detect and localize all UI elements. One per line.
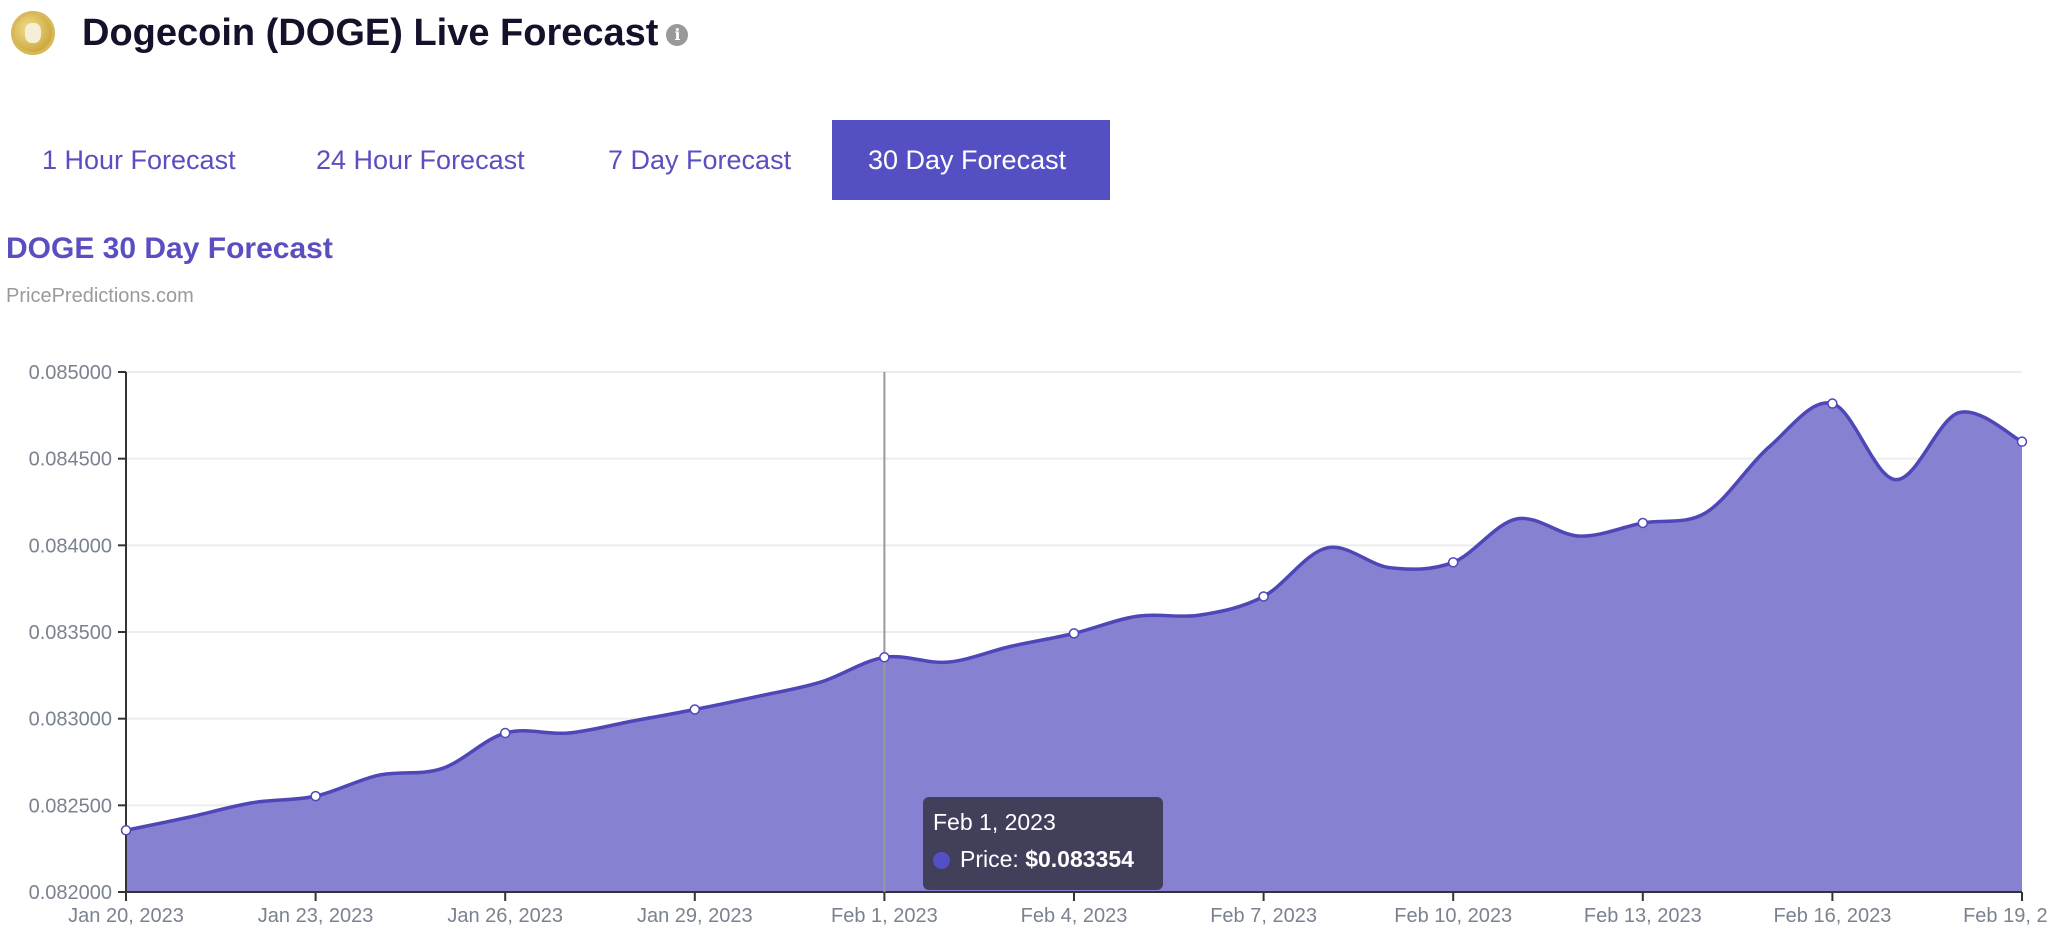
x-tick-label: Feb 7, 2023 (1210, 905, 1317, 927)
x-tick-label: Feb 1, 2023 (831, 905, 938, 927)
data-point (1447, 557, 1459, 568)
data-point (120, 825, 132, 836)
y-tick-label: 0.082500 (29, 795, 112, 817)
price-line (125, 401, 2023, 833)
x-tick-label: Feb 16, 2023 (1773, 905, 1891, 927)
x-tick-label: Jan 20, 2023 (68, 905, 184, 927)
tab-24-hour-forecast[interactable]: 24 Hour Forecast (316, 145, 525, 175)
x-tick-label: Jan 23, 2023 (258, 905, 374, 927)
y-tick-label: 0.082000 (29, 882, 112, 904)
y-tick-label: 0.083000 (29, 709, 112, 731)
data-point (499, 727, 511, 739)
data-point (1827, 398, 1838, 409)
page-title: Dogecoin (DOGE) Live Forecast i (82, 8, 689, 58)
x-tick-label: Jan 29, 2023 (637, 905, 753, 927)
tooltip-date: Feb 1, 2023 (933, 809, 1056, 835)
x-tick-label: Feb 13, 2023 (1584, 905, 1702, 927)
y-tick-label: 0.084000 (29, 535, 112, 557)
info-icon[interactable]: i (666, 23, 689, 46)
x-tick-label: Feb 4, 2023 (1021, 905, 1128, 927)
x-tick-label: Feb 10, 2023 (1394, 905, 1512, 927)
chart-source: PricePredictions.com (6, 285, 194, 307)
data-point (689, 704, 701, 715)
tab-1-hour-forecast[interactable]: 1 Hour Forecast (42, 145, 236, 175)
series-dot-icon (933, 852, 950, 870)
x-tick-label: Jan 26, 2023 (447, 905, 563, 927)
y-tick-label: 0.083500 (29, 622, 112, 644)
x-tick-label: Feb 19, 2023 (1963, 905, 2048, 927)
tooltip-label: Price: (960, 846, 1019, 872)
dogecoin-logo (11, 11, 55, 55)
data-point (879, 652, 890, 663)
area-fill (126, 402, 2022, 892)
data-point (2016, 436, 2028, 447)
y-tick-label: 0.085000 (29, 362, 112, 384)
data-point (310, 790, 321, 802)
chart-title: DOGE 30 Day Forecast (6, 232, 333, 265)
y-tick-label: 0.084500 (29, 449, 112, 471)
tooltip-value: $0.083354 (1025, 846, 1134, 872)
tab-30-day-forecast[interactable]: 30 Day Forecast (832, 120, 1110, 200)
chart-tooltip: Feb 1, 2023 Price: $0.083354 (923, 797, 1163, 890)
data-point (1068, 628, 1080, 639)
data-point (1258, 591, 1269, 602)
data-point (1637, 517, 1649, 529)
tab-7-day-forecast[interactable]: 7 Day Forecast (608, 145, 792, 175)
